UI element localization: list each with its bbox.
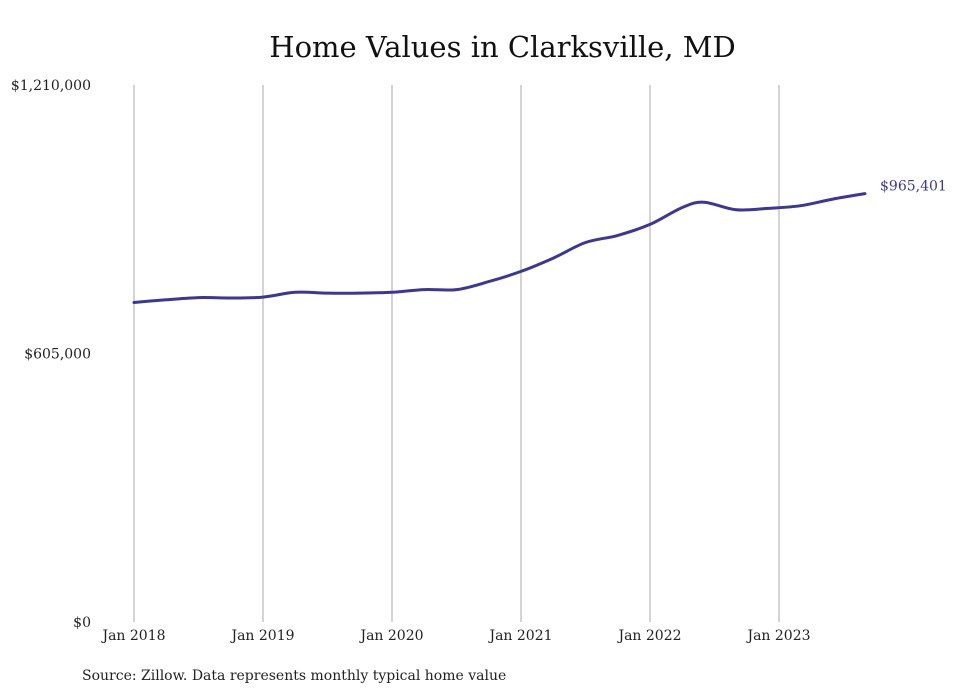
end-value-label: $965,401	[880, 179, 947, 195]
series-line	[132, 192, 867, 304]
source-note: Source: Zillow. Data represents monthly …	[82, 668, 507, 684]
x-tick-label: Jan 2023	[745, 628, 810, 644]
x-tick-label: Jan 2022	[616, 628, 681, 644]
y-tick-label: $605,000	[24, 347, 91, 363]
x-tick-label: Jan 2018	[100, 628, 165, 644]
chart-title: Home Values in Clarksville, MD	[269, 30, 736, 64]
x-tick-label: Jan 2020	[358, 628, 423, 644]
x-tick-label: Jan 2019	[229, 628, 294, 644]
y-tick-label: $1,210,000	[11, 78, 91, 94]
y-tick-label: $0	[73, 615, 91, 631]
x-tick-label: Jan 2021	[487, 628, 552, 644]
